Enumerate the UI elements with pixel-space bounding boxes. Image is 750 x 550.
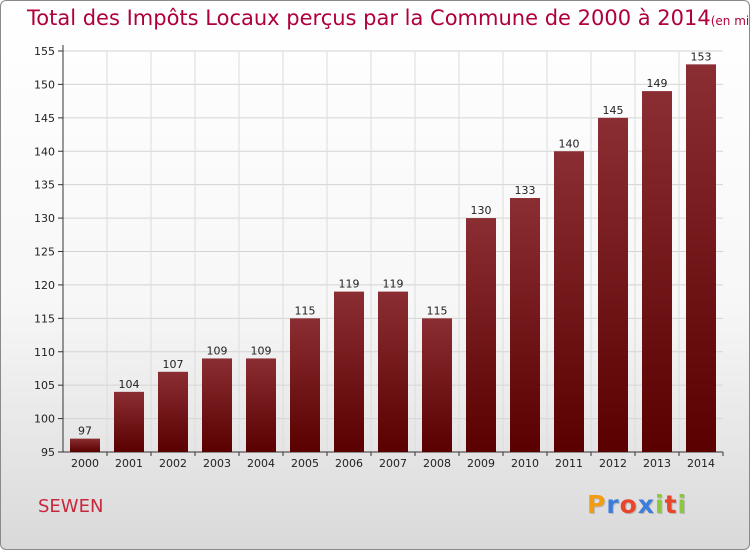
bar-value-label: 149 [647,77,668,90]
y-tick-label: 110 [34,346,55,359]
bar [466,218,496,452]
chart-title: Total des Impôts Locaux perçus par la Co… [27,6,750,30]
bar [642,91,672,452]
bar-value-label: 115 [427,304,448,317]
y-tick-label: 105 [34,379,55,392]
bar [378,291,408,452]
bar [246,358,276,452]
y-tick-label: 120 [34,279,55,292]
bar [70,438,100,452]
y-tick-label: 155 [34,45,55,58]
logo-letter: P [587,490,607,519]
y-tick-label: 145 [34,112,55,125]
x-tick-label: 2005 [291,457,319,470]
x-tick-label: 2000 [71,457,99,470]
bar-value-label: 119 [339,278,360,291]
y-tick-label: 115 [34,312,55,325]
bar-value-label: 140 [559,137,580,150]
y-tick-label: 135 [34,179,55,192]
logo-letter: o [619,490,638,519]
logo-letter: r [606,490,620,519]
bar-value-label: 107 [163,358,184,371]
bar [158,371,188,452]
y-tick-label: 150 [34,78,55,91]
bar [554,151,584,452]
bar-value-label: 119 [383,278,404,291]
bar-value-label: 104 [119,378,140,391]
x-tick-label: 2001 [115,457,143,470]
y-tick-label: 130 [34,212,55,225]
bar [598,117,628,452]
chart-title-unit: (en milliers d'€) [710,14,750,28]
x-tick-label: 2009 [467,457,495,470]
x-tick-label: 2010 [511,457,539,470]
bar [510,198,540,452]
x-tick-label: 2008 [423,457,451,470]
logo-letter: t [664,490,678,519]
bars [70,64,716,452]
x-tick-label: 2003 [203,457,231,470]
logo-letter: x [637,490,655,519]
y-tick-label: 140 [34,145,55,158]
proxiti-logo: Proxiti [587,490,687,519]
y-tick-label: 100 [34,413,55,426]
bar-value-label: 109 [251,344,272,357]
x-tick-label: 2013 [643,457,671,470]
y-tick-label: 125 [34,246,55,259]
bar-value-label: 115 [295,304,316,317]
x-tick-label: 2004 [247,457,275,470]
bar [422,318,452,452]
x-tick-label: 2014 [687,457,715,470]
bar [114,391,144,452]
bar [334,291,364,452]
bar-value-label: 130 [471,204,492,217]
bar-value-label: 97 [78,425,92,438]
y-tick-label: 95 [41,446,55,459]
x-tick-label: 2002 [159,457,187,470]
bar-value-label: 133 [515,184,536,197]
labels: 95 100 105 110 115 120 125 130 135 140 145 150 155 97… [34,45,715,470]
logo-letter: i [677,490,688,519]
commune-name: SEWEN [38,496,104,517]
bar-value-label: 145 [603,104,624,117]
bar [290,318,320,452]
bar [686,64,716,452]
x-tick-label: 2012 [599,457,627,470]
x-tick-label: 2011 [555,457,583,470]
bar-value-label: 153 [691,50,712,63]
x-tick-label: 2006 [335,457,363,470]
logo-letter: i [655,490,665,519]
bar [202,358,232,452]
x-tick-label: 2007 [379,457,407,470]
chart-title-text: Total des Impôts Locaux perçus par la Co… [27,6,711,30]
bar-value-label: 109 [207,344,228,357]
